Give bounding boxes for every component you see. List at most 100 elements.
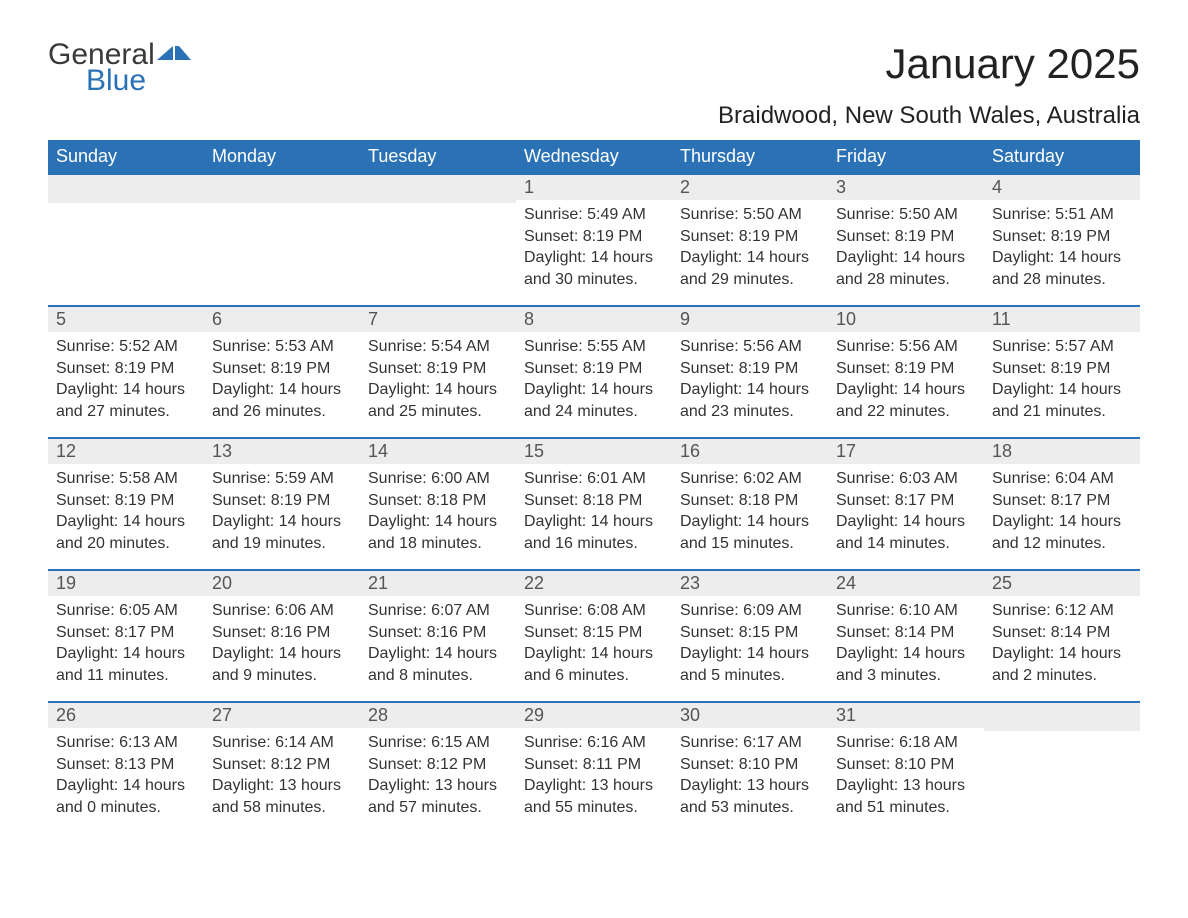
sunrise-line: Sunrise: 6:15 AM — [368, 734, 490, 751]
sunset-line: Sunset: 8:18 PM — [368, 492, 486, 509]
calendar-day-cell: 26Sunrise: 6:13 AMSunset: 8:13 PMDayligh… — [48, 702, 204, 833]
month-title: January 2025 — [718, 40, 1140, 88]
calendar-body: 1 Sunrise: 5:49 AM Sunset: 8:19 PM Daylight… — [48, 174, 1140, 833]
sunset-line: Sunset: 8:14 PM — [992, 624, 1110, 641]
sunrise-line: Sunrise: 5:51 AM — [992, 206, 1114, 223]
calendar-day-cell: 24Sunrise: 6:10 AMSunset: 8:14 PMDayligh… — [828, 570, 984, 702]
calendar-day-cell: 21Sunrise: 6:07 AMSunset: 8:16 PMDayligh… — [360, 570, 516, 702]
sunrise-line: Sunrise: 5:58 AM — [56, 470, 178, 487]
day-content: Sunrise: 6:03 AMSunset: 8:17 PMDaylight:… — [828, 464, 984, 558]
calendar-day-cell: 6Sunrise: 5:53 AMSunset: 8:19 PMDaylight… — [204, 306, 360, 438]
calendar-day-cell: 7Sunrise: 5:54 AMSunset: 8:19 PMDaylight… — [360, 306, 516, 438]
calendar-day-cell: 17Sunrise: 6:03 AMSunset: 8:17 PMDayligh… — [828, 438, 984, 570]
daylight-line: Daylight: 14 hours and 12 minutes. — [992, 513, 1121, 552]
daylight-line: Daylight: 14 hours and 14 minutes. — [836, 513, 965, 552]
sunrise-line: Sunrise: 5:54 AM — [368, 338, 490, 355]
daylight-line: Daylight: 14 hours and 8 minutes. — [368, 645, 497, 684]
logo-text-blue: Blue — [86, 66, 191, 96]
sunset-line: Sunset: 8:17 PM — [992, 492, 1110, 509]
sunrise-line: Sunrise: 5:57 AM — [992, 338, 1114, 355]
day-number: 12 — [48, 439, 204, 464]
day-number: 27 — [204, 703, 360, 728]
calendar-day-cell: 5Sunrise: 5:52 AMSunset: 8:19 PMDaylight… — [48, 306, 204, 438]
calendar-empty-cell — [360, 174, 516, 306]
calendar-day-cell: 12 Sunrise: 5:58 AM Sunset: 8:19 PM Dayligh… — [48, 438, 204, 570]
day-number: 1 — [516, 175, 672, 200]
calendar-header-row: SundayMondayTuesdayWednesdayThursdayFrid… — [48, 140, 1140, 174]
calendar-day-cell: 4Sunrise: 5:51 AMSunset: 8:19 PMDaylight… — [984, 174, 1140, 306]
day-content: Sunrise: 6:08 AMSunset: 8:15 PMDaylight:… — [516, 596, 672, 690]
calendar-day-cell: 20Sunrise: 6:06 AMSunset: 8:16 PMDayligh… — [204, 570, 360, 702]
calendar-day-cell: 16Sunrise: 6:02 AMSunset: 8:18 PMDayligh… — [672, 438, 828, 570]
sunrise-line: Sunrise: 5:50 AM — [836, 206, 958, 223]
day-number: 25 — [984, 571, 1140, 596]
sunset-line: Sunset: 8:19 PM — [212, 360, 330, 377]
day-number: 30 — [672, 703, 828, 728]
daylight-line: Daylight: 13 hours and 55 minutes. — [524, 777, 653, 816]
calendar-day-cell: 30Sunrise: 6:17 AMSunset: 8:10 PMDayligh… — [672, 702, 828, 833]
daylight-line: Daylight: 14 hours and 23 minutes. — [680, 381, 809, 420]
daylight-line: Daylight: 14 hours and 21 minutes. — [992, 381, 1121, 420]
calendar-day-cell: 28Sunrise: 6:15 AMSunset: 8:12 PMDayligh… — [360, 702, 516, 833]
day-content: Sunrise: 5:50 AMSunset: 8:19 PMDaylight:… — [672, 200, 828, 294]
sunrise-line: Sunrise: 6:13 AM — [56, 734, 178, 751]
calendar-empty-cell — [984, 702, 1140, 833]
sunrise-line: Sunrise: 6:18 AM — [836, 734, 958, 751]
sunset-line: Sunset: 8:17 PM — [56, 624, 174, 641]
sunset-line: Sunset: 8:19 PM — [836, 228, 954, 245]
daylight-line: Daylight: 13 hours and 51 minutes. — [836, 777, 965, 816]
daylight-line: Daylight: 13 hours and 57 minutes. — [368, 777, 497, 816]
logo-flag-icon — [157, 46, 191, 64]
title-block: January 2025 Braidwood, New South Wales,… — [718, 40, 1140, 130]
day-number: 4 — [984, 175, 1140, 200]
sunrise-line: Sunrise: 5:49 AM — [524, 206, 646, 223]
day-content: Sunrise: 5:55 AMSunset: 8:19 PMDaylight:… — [516, 332, 672, 426]
calendar-week-row: 5Sunrise: 5:52 AMSunset: 8:19 PMDaylight… — [48, 306, 1140, 438]
day-content: Sunrise: 5:50 AM Sunset: 8:19 PM Daylight:… — [828, 200, 984, 294]
daylight-line: Daylight: 14 hours and 11 minutes. — [56, 645, 185, 684]
weekday-header: Monday — [204, 140, 360, 174]
day-number: 22 — [516, 571, 672, 596]
day-number: 17 — [828, 439, 984, 464]
calendar-day-cell: 3Sunrise: 5:50 AMSunset: 8:19 PMDaylight… — [828, 174, 984, 306]
calendar-empty-cell — [204, 174, 360, 306]
day-number: 26 — [48, 703, 204, 728]
sunset-line: Sunset: 8:10 PM — [836, 756, 954, 773]
day-content: Sunrise: 6:17 AMSunset: 8:10 PMDaylight:… — [672, 728, 828, 822]
day-number: 15 — [516, 439, 672, 464]
daylight-line: Daylight: 14 hours and 2 minutes. — [992, 645, 1121, 684]
weekday-header: Thursday — [672, 140, 828, 174]
sunset-line: Sunset: 8:19 PM — [212, 492, 330, 509]
calendar-day-cell: 11 Sunrise: 5:57 AM Sunset: 8:19 PM Dayligh… — [984, 306, 1140, 438]
sunrise-line: Sunrise: 6:16 AM — [524, 734, 646, 751]
sunrise-line: Sunrise: 6:06 AM — [212, 602, 334, 619]
day-content: Sunrise: 6:02 AMSunset: 8:18 PMDaylight:… — [672, 464, 828, 558]
calendar-day-cell: 9Sunrise: 5:56 AMSunset: 8:19 PMDaylight… — [672, 306, 828, 438]
daylight-line: Daylight: 14 hours and 0 minutes. — [56, 777, 185, 816]
calendar-week-row: 1 Sunrise: 5:49 AM Sunset: 8:19 PM Daylight… — [48, 174, 1140, 306]
sunrise-line: Sunrise: 6:07 AM — [368, 602, 490, 619]
sunset-line: Sunset: 8:11 PM — [524, 756, 641, 773]
sunset-line: Sunset: 8:19 PM — [992, 360, 1110, 377]
sunrise-line: Sunrise: 5:59 AM — [212, 470, 334, 487]
calendar-empty-cell — [48, 174, 204, 306]
daylight-line: Daylight: 14 hours and 6 minutes. — [524, 645, 653, 684]
logo: General Blue — [48, 40, 191, 96]
sunset-line: Sunset: 8:14 PM — [836, 624, 954, 641]
day-content: Sunrise: 6:06 AMSunset: 8:16 PMDaylight:… — [204, 596, 360, 690]
day-number: 8 — [516, 307, 672, 332]
daylight-line: Daylight: 14 hours and 15 minutes. — [680, 513, 809, 552]
daylight-line: Daylight: 14 hours and 28 minutes. — [836, 249, 965, 288]
day-number: 11 — [984, 307, 1140, 332]
sunset-line: Sunset: 8:19 PM — [56, 360, 174, 377]
daylight-line: Daylight: 14 hours and 28 minutes. — [992, 249, 1121, 288]
daylight-line: Daylight: 14 hours and 20 minutes. — [56, 513, 185, 552]
logo-text-block: General Blue — [48, 40, 191, 96]
calendar-day-cell: 29 Sunrise: 6:16 AM Sunset: 8:11 PM Dayligh… — [516, 702, 672, 833]
day-content: Sunrise: 5:59 AMSunset: 8:19 PMDaylight:… — [204, 464, 360, 558]
sunset-line: Sunset: 8:12 PM — [368, 756, 486, 773]
sunset-line: Sunset: 8:19 PM — [56, 492, 174, 509]
day-number: 29 — [516, 703, 672, 728]
calendar-day-cell: 14Sunrise: 6:00 AMSunset: 8:18 PMDayligh… — [360, 438, 516, 570]
day-content: Sunrise: 5:54 AMSunset: 8:19 PMDaylight:… — [360, 332, 516, 426]
